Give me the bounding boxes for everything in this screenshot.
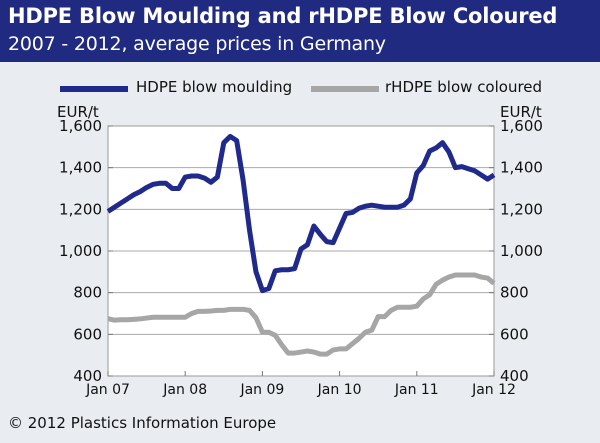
series-lines — [106, 133, 496, 357]
y-tick-label-left: 1,200 — [59, 200, 102, 218]
y-tick-label-right: 1,000 — [500, 242, 543, 260]
x-tick-label: Jan 08 — [162, 382, 207, 398]
series-line-rhdpe — [107, 272, 496, 357]
y-tick-label-right: 600 — [500, 325, 529, 343]
x-tick-label: Jan 09 — [239, 382, 284, 398]
copyright-footer: © 2012 Plastics Information Europe — [8, 414, 277, 432]
series-line-hdpe — [106, 133, 496, 294]
chart-subtitle: 2007 - 2012, average prices in Germany — [8, 33, 386, 55]
y-tick-label-left: 800 — [73, 284, 102, 302]
y-axis-right-unit: EUR/t — [500, 103, 542, 121]
y-tick-label-right: 1,600 — [500, 117, 543, 135]
legend-label-rhdpe: rHDPE blow coloured — [385, 78, 543, 96]
y-tick-label-left: 1,400 — [59, 159, 102, 177]
y-tick-label-left: 600 — [73, 325, 102, 343]
y-axis-right: 400 600 800 1,000 1,200 1,400 1,600 — [489, 117, 543, 385]
y-axis-left-unit: EUR/t — [57, 103, 99, 121]
y-tick-label-right: 1,200 — [500, 200, 543, 218]
chart-title: HDPE Blow Moulding and rHDPE Blow Colour… — [8, 4, 558, 28]
x-tick-label: Jan 12 — [471, 382, 516, 398]
y-tick-label-left: 400 — [73, 367, 102, 385]
x-tick-label: Jan 10 — [317, 382, 362, 398]
legend-label-hdpe: HDPE blow moulding — [136, 78, 293, 96]
x-tick-label: Jan 07 — [85, 382, 130, 398]
legend-swatch-rhdpe — [311, 86, 379, 92]
y-axis-left: 400 600 800 1,000 1,200 1,400 1,600 — [59, 117, 113, 385]
x-axis: Jan 07 Jan 08 Jan 09 Jan 10 Jan 11 Jan 12 — [85, 371, 516, 398]
x-tick-label: Jan 11 — [394, 382, 439, 398]
y-tick-label-right: 800 — [500, 284, 529, 302]
y-tick-label-right: 400 — [500, 367, 529, 385]
chart-header: HDPE Blow Moulding and rHDPE Blow Colour… — [0, 0, 600, 62]
line-chart: 400 600 800 1,000 1,200 1,400 1,600 400 600 800 1… — [59, 117, 543, 398]
y-tick-label-right: 1,400 — [500, 159, 543, 177]
y-tick-label-left: 1,600 — [59, 117, 102, 135]
y-tick-label-left: 1,000 — [59, 242, 102, 260]
legend-swatch-hdpe — [60, 86, 128, 92]
